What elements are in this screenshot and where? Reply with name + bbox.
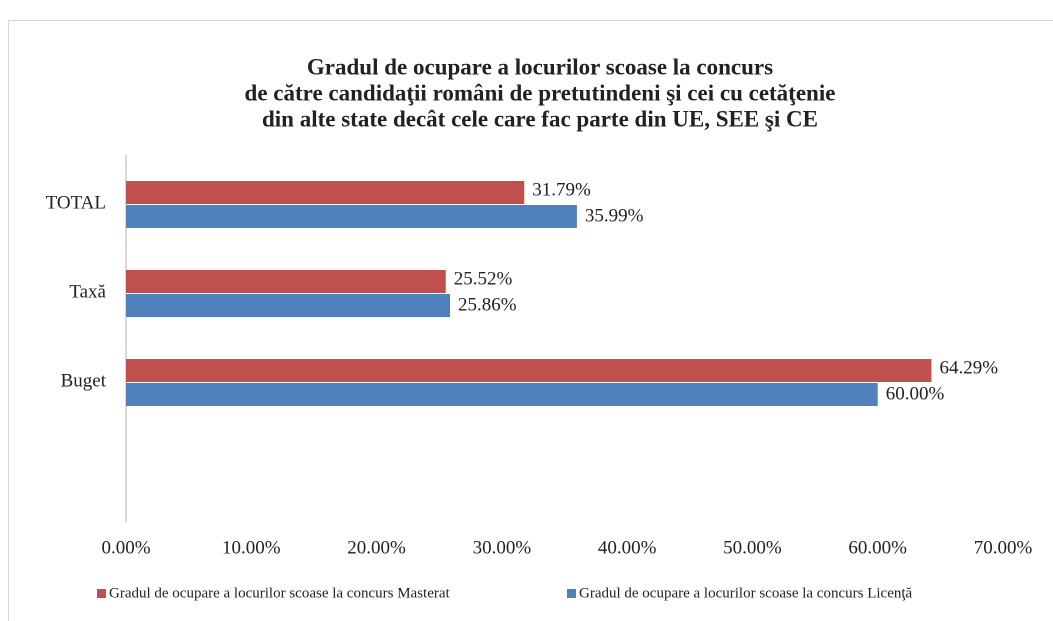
legend-swatch bbox=[567, 589, 576, 598]
x-tick-label: 30.00% bbox=[473, 537, 532, 558]
bar bbox=[126, 181, 525, 204]
x-tick-label: 70.00% bbox=[974, 537, 1033, 558]
data-label: 60.00% bbox=[886, 383, 945, 404]
x-tick-label: 0.00% bbox=[101, 537, 150, 558]
legend-label: Gradul de ocupare a locurilor scoase la … bbox=[109, 585, 451, 601]
y-tick-label: Buget bbox=[61, 370, 107, 391]
bar bbox=[126, 359, 932, 382]
chart-border bbox=[8, 20, 1053, 621]
y-tick-label: TOTAL bbox=[46, 192, 106, 213]
bar bbox=[126, 205, 577, 228]
x-tick-label: 50.00% bbox=[723, 537, 782, 558]
y-tick-label: Taxă bbox=[69, 281, 106, 302]
data-label: 25.86% bbox=[458, 294, 517, 315]
data-label: 31.79% bbox=[532, 179, 591, 200]
legend-swatch bbox=[97, 589, 106, 598]
data-label: 25.52% bbox=[454, 268, 513, 289]
x-tick-label: 20.00% bbox=[347, 537, 406, 558]
bar bbox=[126, 294, 450, 317]
bar bbox=[126, 270, 446, 293]
bar bbox=[126, 383, 878, 406]
chart-title: Gradul de ocupare a locurilor scoase la … bbox=[307, 54, 773, 79]
data-label: 64.29% bbox=[939, 357, 998, 378]
x-tick-label: 60.00% bbox=[848, 537, 907, 558]
data-label: 35.99% bbox=[585, 205, 644, 226]
chart-title: din alte state decât cele care fac parte… bbox=[262, 106, 818, 131]
legend-label: Gradul de ocupare a locurilor scoase la … bbox=[579, 585, 913, 601]
x-tick-label: 10.00% bbox=[222, 537, 281, 558]
x-tick-label: 40.00% bbox=[598, 537, 657, 558]
chart-title: de către candidaţii români de pretutinde… bbox=[245, 80, 836, 105]
